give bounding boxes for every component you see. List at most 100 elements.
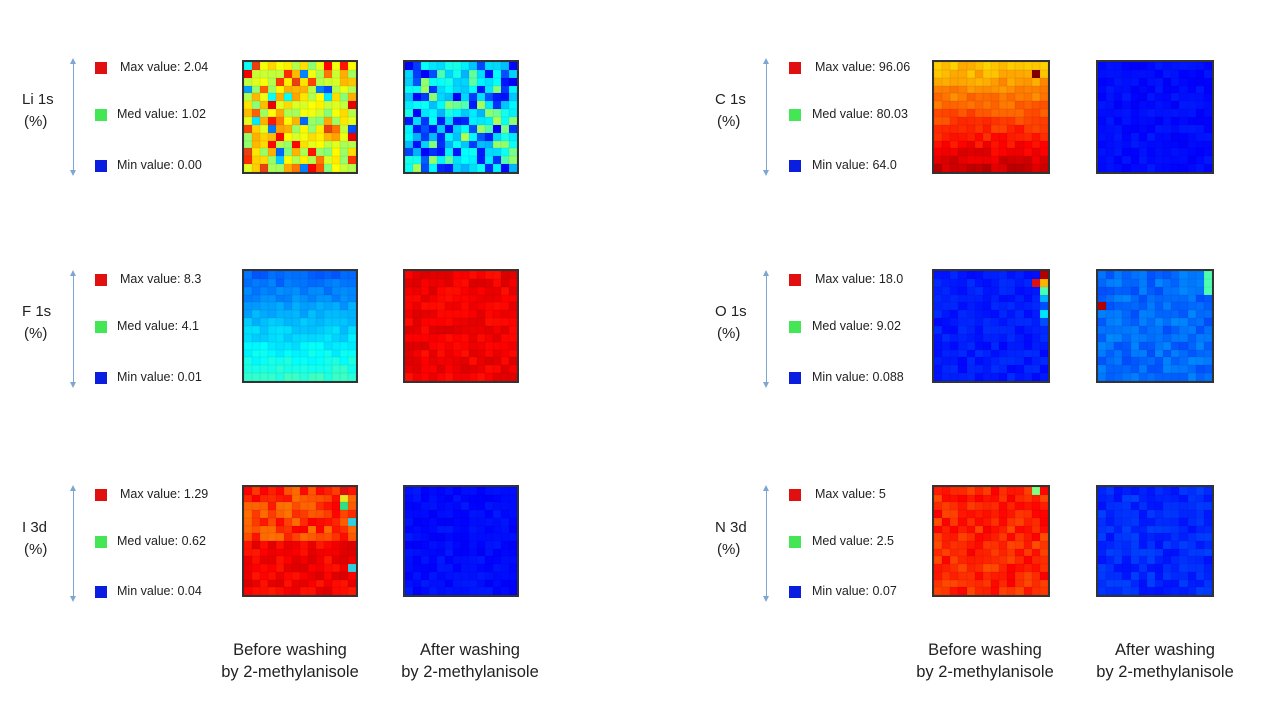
heatmap-cell bbox=[324, 333, 332, 342]
heatmap-cell bbox=[1023, 109, 1032, 117]
heatmap-cell bbox=[1195, 132, 1204, 141]
heatmap-cell bbox=[991, 487, 1000, 495]
heatmap-cell bbox=[982, 278, 991, 287]
heatmap-cell bbox=[429, 101, 437, 110]
heatmap-cell bbox=[1031, 365, 1040, 374]
heatmap-cell bbox=[1146, 571, 1155, 580]
heatmap-cell bbox=[1195, 579, 1204, 588]
heatmap-cell bbox=[1039, 140, 1048, 149]
heatmap-cell bbox=[461, 326, 469, 334]
heatmap-cell bbox=[421, 487, 429, 495]
heatmap-cell bbox=[1138, 310, 1147, 319]
heatmap-cell bbox=[509, 318, 517, 326]
heatmap-cell bbox=[934, 533, 943, 541]
heatmap-cell bbox=[268, 349, 276, 358]
heatmap-cell bbox=[1163, 556, 1172, 565]
heatmap-cell bbox=[1171, 487, 1180, 495]
heatmap-cell bbox=[982, 341, 991, 350]
heatmap-cell bbox=[1130, 541, 1139, 549]
heatmap-cell bbox=[405, 541, 413, 549]
heatmap-cell bbox=[1015, 101, 1024, 110]
heatmap-cell bbox=[991, 69, 1000, 78]
heatmap-cell bbox=[1007, 510, 1016, 518]
heatmap-cell bbox=[1039, 556, 1048, 565]
heatmap-cell bbox=[1031, 156, 1040, 165]
heatmap-cell bbox=[991, 564, 1000, 572]
heatmap-cell bbox=[1039, 341, 1048, 350]
heatmap-cell bbox=[284, 148, 292, 157]
heatmap-cell bbox=[942, 124, 951, 133]
heatmap-cell bbox=[292, 93, 300, 102]
heatmap-cell bbox=[1138, 69, 1147, 78]
heatmap-cell bbox=[1171, 349, 1180, 358]
heatmap-cell bbox=[1163, 85, 1172, 94]
heatmap-cell bbox=[284, 373, 292, 381]
heatmap-cell bbox=[268, 556, 276, 565]
heatmap-cell bbox=[1187, 294, 1196, 303]
heatmap-cell bbox=[1098, 148, 1107, 157]
heatmap-cell bbox=[1130, 302, 1139, 311]
heatmap-cell bbox=[1195, 101, 1204, 110]
heatmap-cell bbox=[1106, 310, 1115, 319]
heatmap-cell bbox=[1098, 579, 1107, 588]
heatmap-cell bbox=[1007, 93, 1016, 102]
heatmap-cell bbox=[461, 548, 469, 557]
heatmap-cell bbox=[461, 564, 469, 572]
heatmap-cell bbox=[445, 156, 453, 165]
heatmap-cell bbox=[348, 69, 356, 78]
heatmap-cell bbox=[485, 333, 493, 342]
scale-arrow bbox=[70, 58, 76, 176]
heatmap-cell bbox=[405, 132, 413, 141]
heatmap-cell bbox=[1106, 517, 1115, 526]
heatmap-cell bbox=[252, 271, 260, 279]
heatmap-cell bbox=[284, 357, 292, 366]
heatmap-cell bbox=[1163, 357, 1172, 366]
heatmap-cell bbox=[493, 333, 501, 342]
heatmap-cell bbox=[982, 310, 991, 319]
heatmap-cell bbox=[1122, 286, 1131, 295]
heatmap-cell bbox=[1130, 533, 1139, 541]
max-color-swatch bbox=[789, 489, 801, 501]
heatmap-cell bbox=[413, 310, 421, 319]
heatmap-cell bbox=[300, 541, 308, 549]
heatmap-cell bbox=[950, 286, 959, 295]
heatmap-cell bbox=[485, 548, 493, 557]
heatmap-cell bbox=[493, 579, 501, 588]
heatmap-cell bbox=[332, 533, 340, 541]
heatmap-cell bbox=[958, 487, 967, 495]
heatmap-cell bbox=[1130, 271, 1139, 279]
heatmap-cell bbox=[292, 357, 300, 366]
heatmap-cell bbox=[934, 156, 943, 165]
heatmap-cell bbox=[1023, 494, 1032, 503]
heatmap-cell bbox=[1015, 349, 1024, 358]
heatmap-cell bbox=[493, 85, 501, 94]
heatmap-cell bbox=[244, 333, 252, 342]
heatmap-cell bbox=[316, 148, 324, 157]
heatmap-cell bbox=[1138, 564, 1147, 572]
heatmap-cell bbox=[1195, 85, 1204, 94]
heatmap-cell bbox=[348, 487, 356, 495]
heatmap-cell bbox=[509, 294, 517, 303]
heatmap-cell bbox=[974, 85, 983, 94]
heatmap-cell bbox=[501, 310, 509, 319]
heatmap-cell bbox=[493, 349, 501, 358]
heatmap-cell bbox=[958, 525, 967, 534]
heatmap-cell bbox=[421, 156, 429, 165]
heatmap-cell bbox=[1146, 318, 1155, 326]
heatmap-before-washing bbox=[242, 60, 358, 174]
heatmap-cell bbox=[950, 310, 959, 319]
heatmap-cell bbox=[308, 341, 316, 350]
heatmap-cell bbox=[982, 349, 991, 358]
heatmap-cell bbox=[453, 548, 461, 557]
heatmap-cell bbox=[501, 132, 509, 141]
heatmap-cell bbox=[1015, 117, 1024, 125]
heatmap-cell bbox=[244, 278, 252, 287]
heatmap-cell bbox=[1138, 349, 1147, 358]
heatmap-cell bbox=[405, 510, 413, 518]
heatmap-cell bbox=[413, 132, 421, 141]
heatmap-cell bbox=[974, 156, 983, 165]
heatmap-cell bbox=[340, 517, 348, 526]
heatmap-cell bbox=[421, 93, 429, 102]
heatmap-cell bbox=[485, 533, 493, 541]
heatmap-cell bbox=[268, 69, 276, 78]
